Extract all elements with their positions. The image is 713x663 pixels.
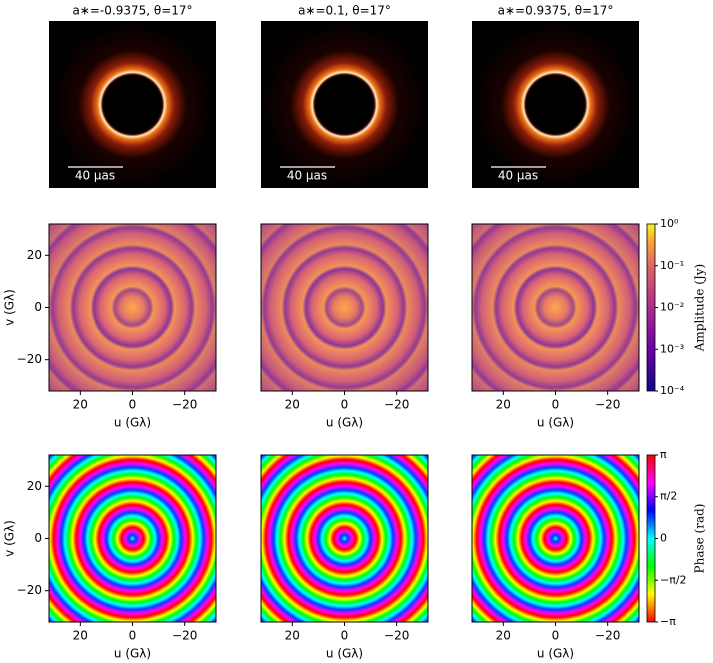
colorbar-tick-label: π xyxy=(660,448,667,461)
scale-bar-label: 40 μas xyxy=(287,169,327,183)
image-panel xyxy=(261,21,428,188)
x-tick-label: 0 xyxy=(341,398,349,412)
x-tick-label: 0 xyxy=(552,398,560,412)
x-axis-label: u (Gλ) xyxy=(537,647,574,661)
image-shade xyxy=(49,224,216,391)
y-axis-label: v (Gλ) xyxy=(3,520,17,557)
scale-bar-label: 40 μas xyxy=(498,169,538,183)
x-tick-label: 20 xyxy=(496,398,511,412)
x-tick-label: −20 xyxy=(595,398,620,412)
y-axis-label: v (Gλ) xyxy=(3,289,17,326)
colorbar-tick-label: 10⁻³ xyxy=(660,342,684,355)
panel-title: a∗=0.1, θ=17° xyxy=(298,4,391,18)
colorbar-tick-label: π/2 xyxy=(660,490,677,503)
x-tick-label: 20 xyxy=(285,398,300,412)
colorbar-tick-label: 10⁻² xyxy=(660,301,684,314)
panel-title: a∗=-0.9375, θ=17° xyxy=(72,4,192,18)
colorbar xyxy=(646,454,656,623)
x-tick-label: 20 xyxy=(73,629,88,643)
x-tick-label: 0 xyxy=(129,629,137,643)
image-panel xyxy=(261,455,428,622)
colorbar-tick-label: −π/2 xyxy=(660,573,687,586)
y-tick-label: 20 xyxy=(27,479,42,493)
y-tick-label: 0 xyxy=(34,300,42,314)
colorbar-tick-label: 10⁻⁴ xyxy=(660,384,685,397)
x-axis-label: u (Gλ) xyxy=(326,647,363,661)
panel-title: a∗=0.9375, θ=17° xyxy=(498,4,614,18)
y-tick-label: 0 xyxy=(34,531,42,545)
x-axis-label: u (Gλ) xyxy=(326,416,363,430)
x-tick-label: −20 xyxy=(172,629,197,643)
x-tick-label: 0 xyxy=(552,629,560,643)
scale-bar-label: 40 μas xyxy=(75,169,115,183)
x-tick-label: 20 xyxy=(73,398,88,412)
colorbar-tick-label: 0 xyxy=(660,532,667,545)
y-tick-label: −20 xyxy=(17,352,42,366)
colorbar-tick-label: −π xyxy=(660,615,676,628)
x-tick-label: −20 xyxy=(384,398,409,412)
x-tick-label: −20 xyxy=(595,629,620,643)
image-panel xyxy=(49,455,216,622)
x-tick-label: 20 xyxy=(496,629,511,643)
x-tick-label: −20 xyxy=(384,629,409,643)
image-shade xyxy=(472,224,639,391)
x-axis-label: u (Gλ) xyxy=(114,647,151,661)
x-axis-label: u (Gλ) xyxy=(537,416,574,430)
x-tick-label: 0 xyxy=(341,629,349,643)
y-tick-label: −20 xyxy=(17,583,42,597)
y-tick-label: 20 xyxy=(27,248,42,262)
image-shade xyxy=(261,224,428,391)
colorbar xyxy=(646,223,656,392)
x-tick-label: −20 xyxy=(172,398,197,412)
image-panel xyxy=(472,455,639,622)
colorbar-tick-label: 10⁻¹ xyxy=(660,259,684,272)
colorbar-tick-label: 10⁰ xyxy=(660,217,679,230)
image-panel xyxy=(49,21,216,188)
colorbar-label: Amplitude (Jy) xyxy=(693,264,707,353)
colorbar-label: Phase (rad) xyxy=(693,504,707,574)
x-tick-label: 20 xyxy=(285,629,300,643)
x-tick-label: 0 xyxy=(129,398,137,412)
x-axis-label: u (Gλ) xyxy=(114,416,151,430)
image-panel xyxy=(472,21,639,188)
